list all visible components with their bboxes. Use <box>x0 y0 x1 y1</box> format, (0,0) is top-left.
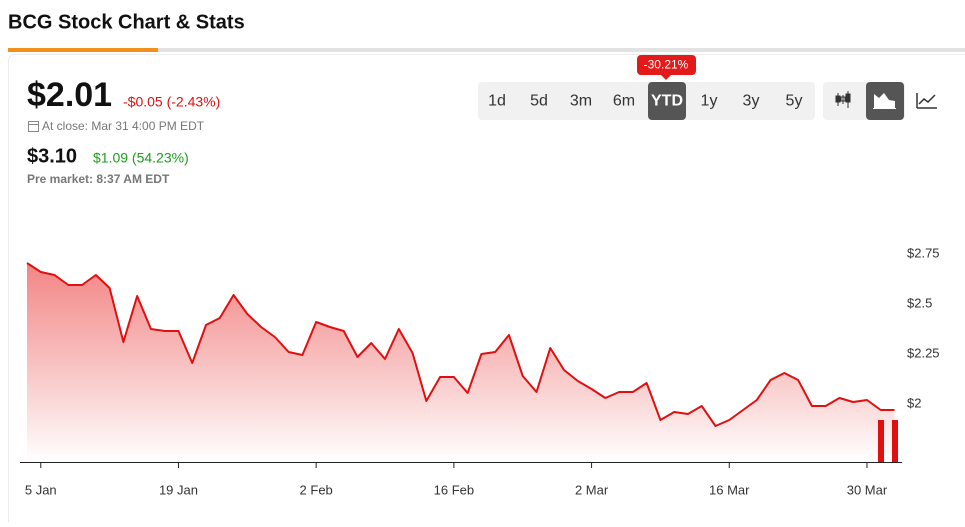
x-tick-label: 2 Mar <box>575 482 609 497</box>
price-change: -$0.05 (-2.43%) <box>123 94 220 110</box>
range-button[interactable]: 5d <box>530 93 548 110</box>
y-tick-label: $2 <box>907 395 921 410</box>
volume-bar <box>878 420 884 462</box>
x-tick-label: 16 Mar <box>709 482 750 497</box>
range-button[interactable]: 6m <box>613 93 635 110</box>
plot: $2 $2.25 $2.5 $2.75 5 Jan 19 Jan 2 Feb 16 Feb 2 … <box>20 245 940 497</box>
range-group <box>478 82 815 120</box>
x-tick-label: 30 Mar <box>847 482 888 497</box>
x-tick-label: 19 Jan <box>159 482 198 497</box>
range-button[interactable]: 1d <box>488 93 506 110</box>
x-tick-label: 5 Jan <box>25 482 57 497</box>
range-badge: -30.21% <box>637 55 696 80</box>
range-button[interactable]: YTD <box>651 93 683 110</box>
y-tick-label: $2.25 <box>907 345 940 360</box>
x-tick-label: 16 Feb <box>434 482 474 497</box>
range-button[interactable]: 3y <box>743 93 760 110</box>
page-title: BCG Stock Chart & Stats <box>8 11 245 33</box>
calendar-icon <box>29 122 39 132</box>
range-button[interactable]: 1y <box>701 93 718 110</box>
price: $2.01 <box>27 76 112 114</box>
line-button[interactable] <box>917 93 937 108</box>
y-tick-label: $2.75 <box>907 245 940 260</box>
y-tick-label: $2.5 <box>907 295 932 310</box>
pre-change: $1.09 (54.23%) <box>93 150 189 166</box>
pre-price: $3.10 <box>27 145 77 167</box>
range-button[interactable]: 3m <box>570 93 592 110</box>
tab-active <box>8 48 158 52</box>
volume-bar <box>892 420 898 462</box>
close-time: At close: Mar 31 4:00 PM EDT <box>42 119 205 133</box>
range-button[interactable]: 5y <box>786 93 803 110</box>
range-change: -30.21% <box>644 58 689 72</box>
x-tick-label: 2 Feb <box>300 482 333 497</box>
pre-time: Pre market: 8:37 AM EDT <box>27 172 170 186</box>
area-fill <box>27 263 895 462</box>
